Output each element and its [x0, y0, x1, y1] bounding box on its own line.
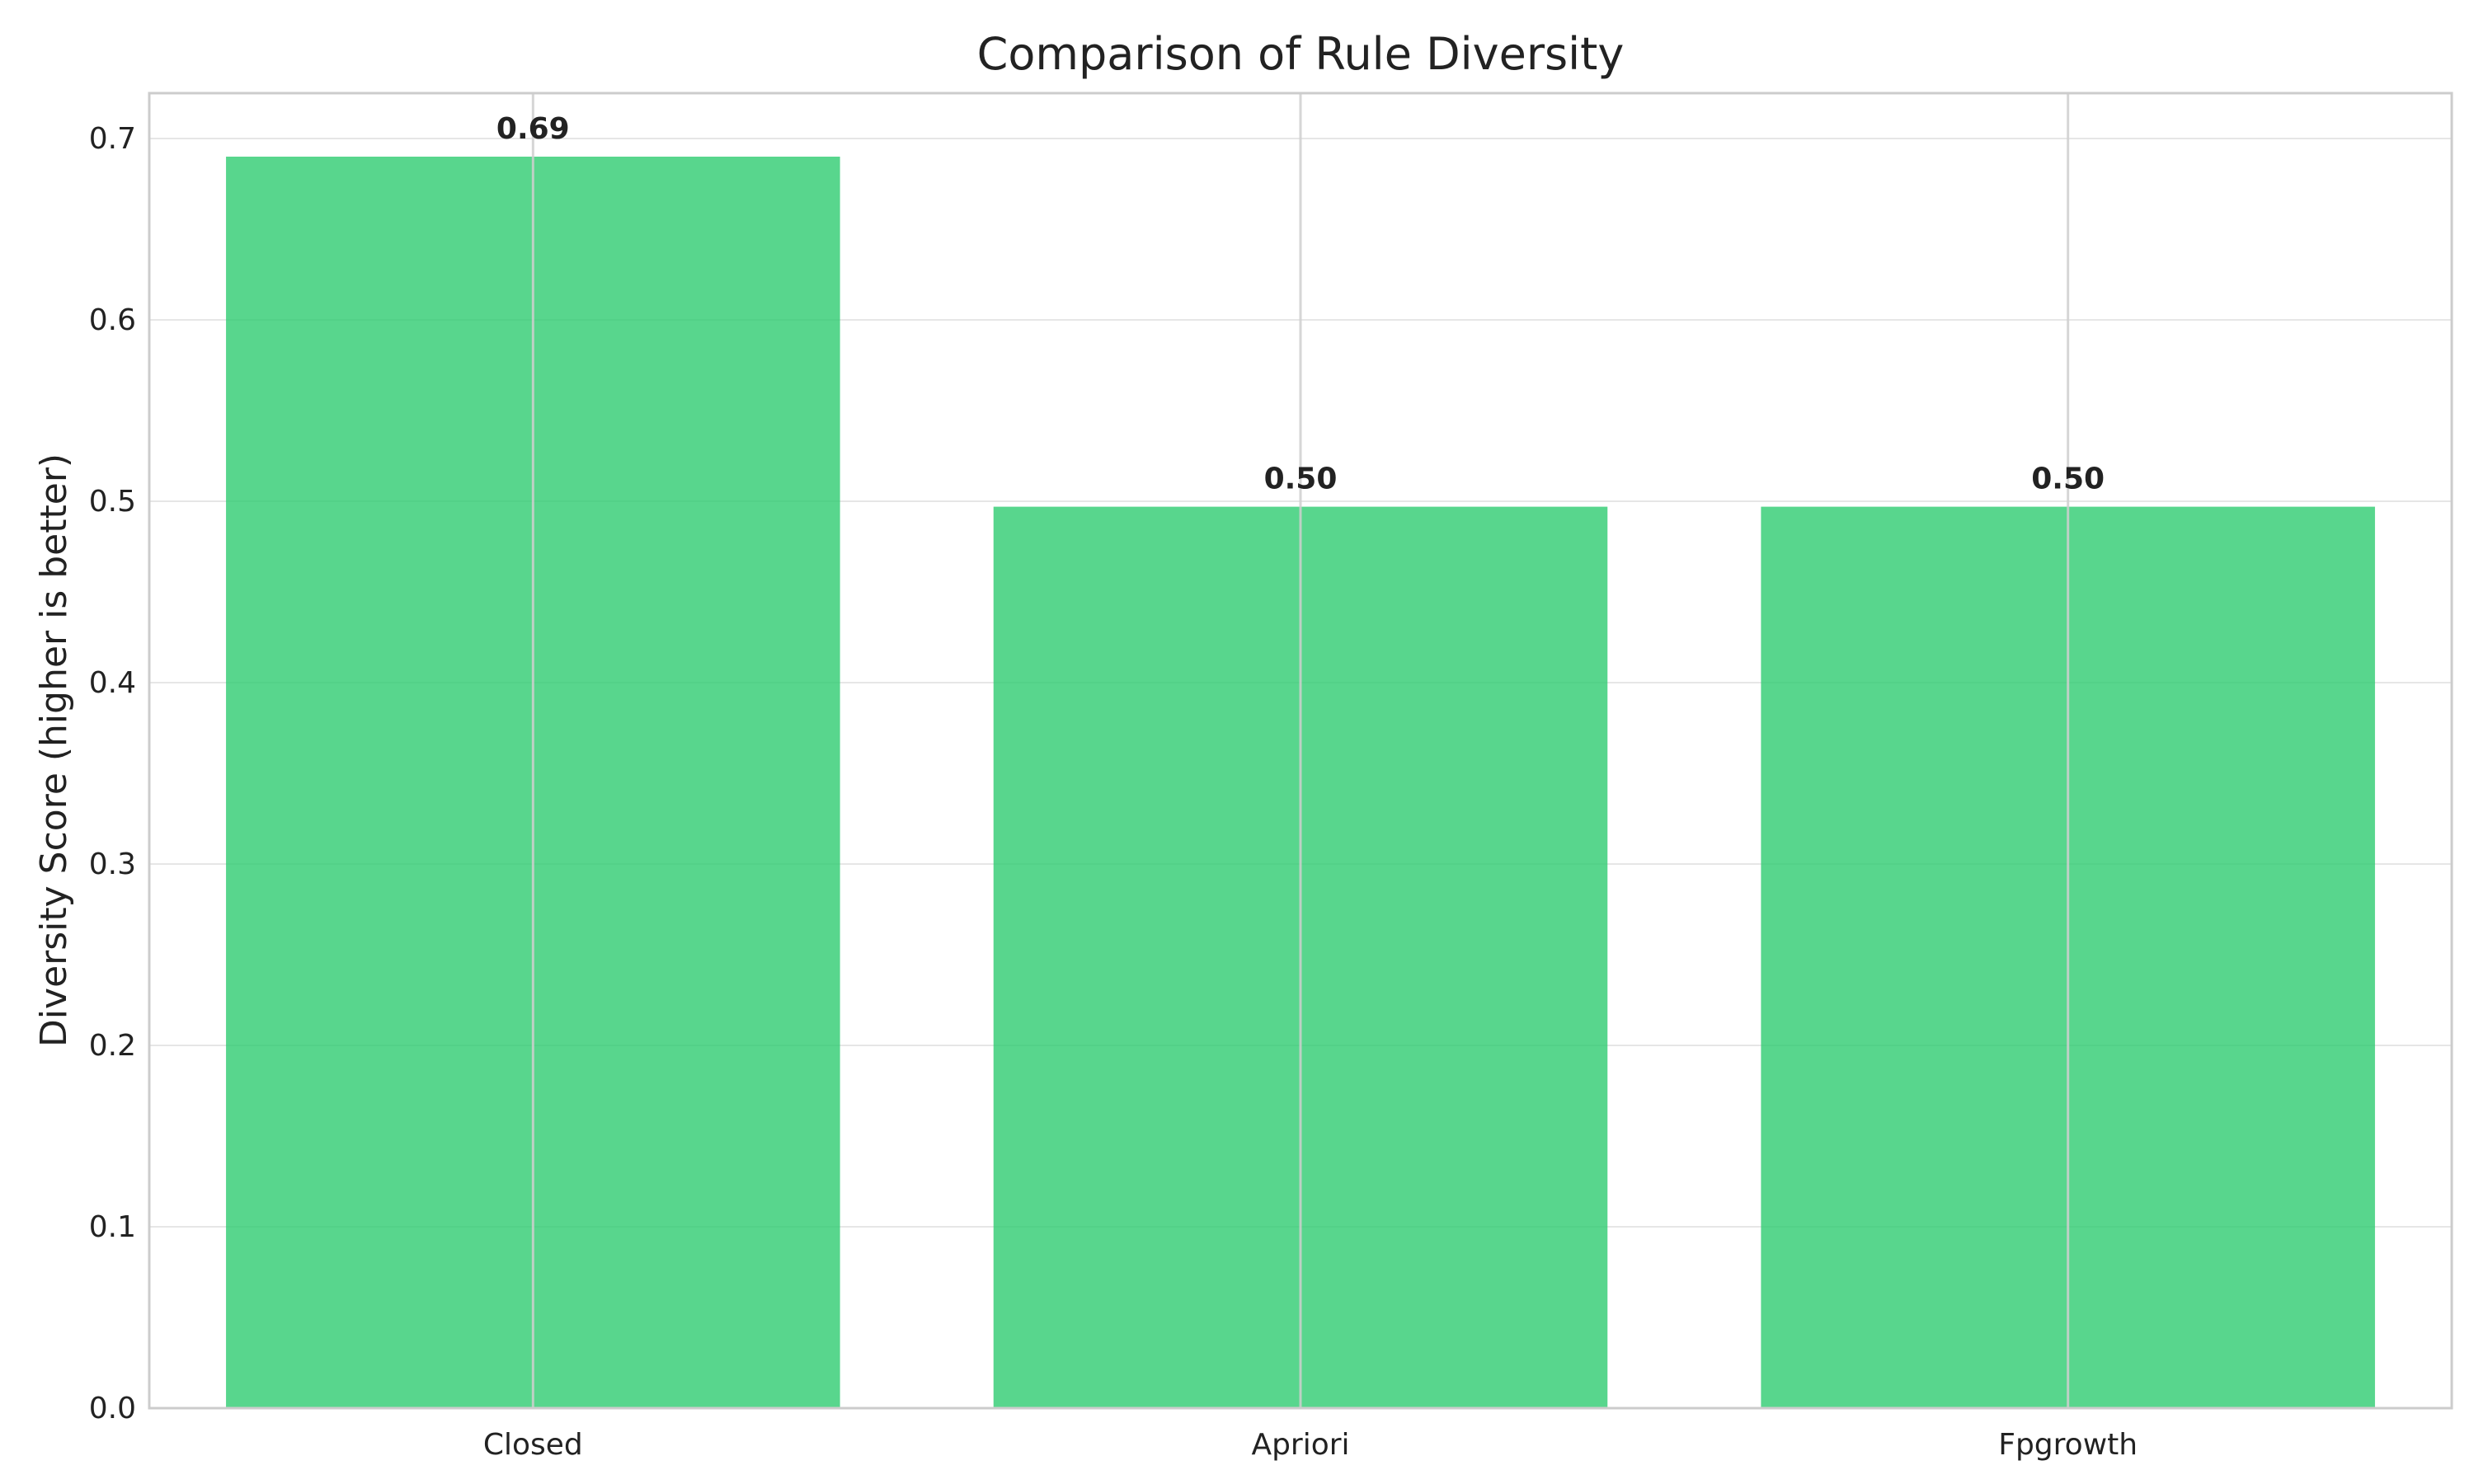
- chart-title: Comparison of Rule Diversity: [977, 28, 1625, 80]
- data-labels: 0.69 0.50 0.50: [496, 112, 2105, 496]
- x-tick-label-fpgrowth: Fpgrowth: [1998, 1428, 2138, 1462]
- x-tick-labels: Closed Apriori Fpgrowth: [483, 1428, 2138, 1462]
- y-axis-label: Diversity Score (higher is better): [33, 453, 75, 1047]
- y-tick-label: 0.4: [89, 666, 136, 700]
- data-label-fpgrowth: 0.50: [2031, 463, 2105, 496]
- y-tick-label: 0.0: [89, 1392, 136, 1425]
- y-tick-labels: 0.0 0.1 0.2 0.3 0.4 0.5 0.6 0.7: [89, 122, 136, 1425]
- y-tick-label: 0.7: [89, 122, 136, 156]
- y-tick-label: 0.5: [89, 485, 136, 519]
- y-tick-label: 0.2: [89, 1029, 136, 1063]
- x-gridlines: [531, 93, 2070, 1408]
- data-label-closed: 0.69: [496, 112, 570, 146]
- y-tick-label: 0.3: [89, 848, 136, 881]
- plot-frame: [148, 92, 2453, 1410]
- data-label-apriori: 0.50: [1264, 463, 1338, 496]
- x-tick-label-apriori: Apriori: [1251, 1428, 1349, 1462]
- x-tick-label-closed: Closed: [483, 1428, 583, 1462]
- y-tick-label: 0.1: [89, 1210, 136, 1244]
- y-tick-label: 0.6: [89, 303, 136, 337]
